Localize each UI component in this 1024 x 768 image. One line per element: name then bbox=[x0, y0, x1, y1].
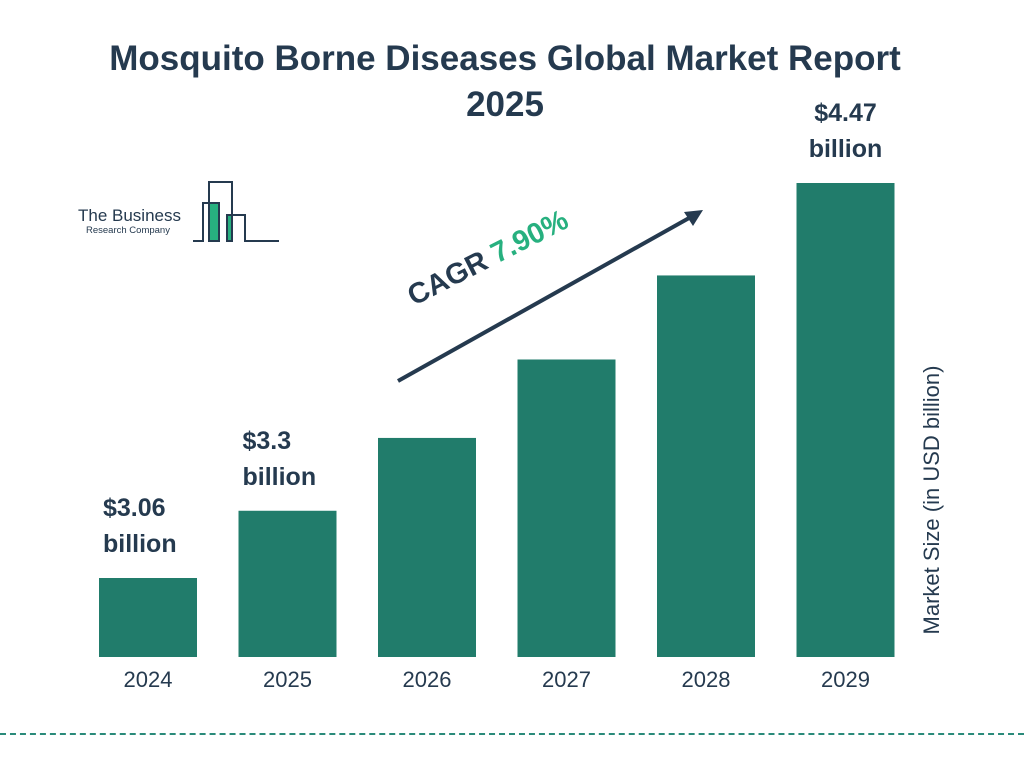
logo-buildings-icon bbox=[193, 181, 279, 242]
x-tick-label: 2028 bbox=[681, 667, 731, 692]
logo-text-line1: The Business bbox=[78, 206, 181, 225]
cagr-arrow-head-icon bbox=[684, 210, 703, 226]
bar-2029 bbox=[796, 183, 895, 657]
x-tick-label: 2025 bbox=[263, 667, 312, 692]
x-tick-label: 2029 bbox=[821, 667, 870, 692]
y-axis-label: Market Size (in USD billion) bbox=[919, 365, 944, 635]
x-tick-label: 2026 bbox=[402, 667, 452, 692]
x-tick-label: 2024 bbox=[123, 667, 173, 692]
data-label: $3.06 billion bbox=[103, 494, 177, 558]
x-tick-label: 2027 bbox=[542, 667, 591, 692]
chart-title: Mosquito Borne Diseases Global Market Re… bbox=[109, 39, 901, 124]
bar-2027 bbox=[517, 359, 616, 657]
data-label: $4.47 billion bbox=[808, 99, 883, 163]
company-logo: The Business Research Company bbox=[78, 180, 288, 244]
data-label: $3.3 billion bbox=[242, 426, 317, 491]
bar-2028 bbox=[657, 275, 755, 657]
logo-text-line2: Research Company bbox=[86, 225, 170, 236]
divider bbox=[0, 733, 1024, 735]
bar-2024 bbox=[99, 578, 197, 657]
bar-2026 bbox=[378, 437, 476, 657]
cagr-arrow bbox=[397, 211, 699, 383]
bar-2025 bbox=[238, 510, 337, 657]
